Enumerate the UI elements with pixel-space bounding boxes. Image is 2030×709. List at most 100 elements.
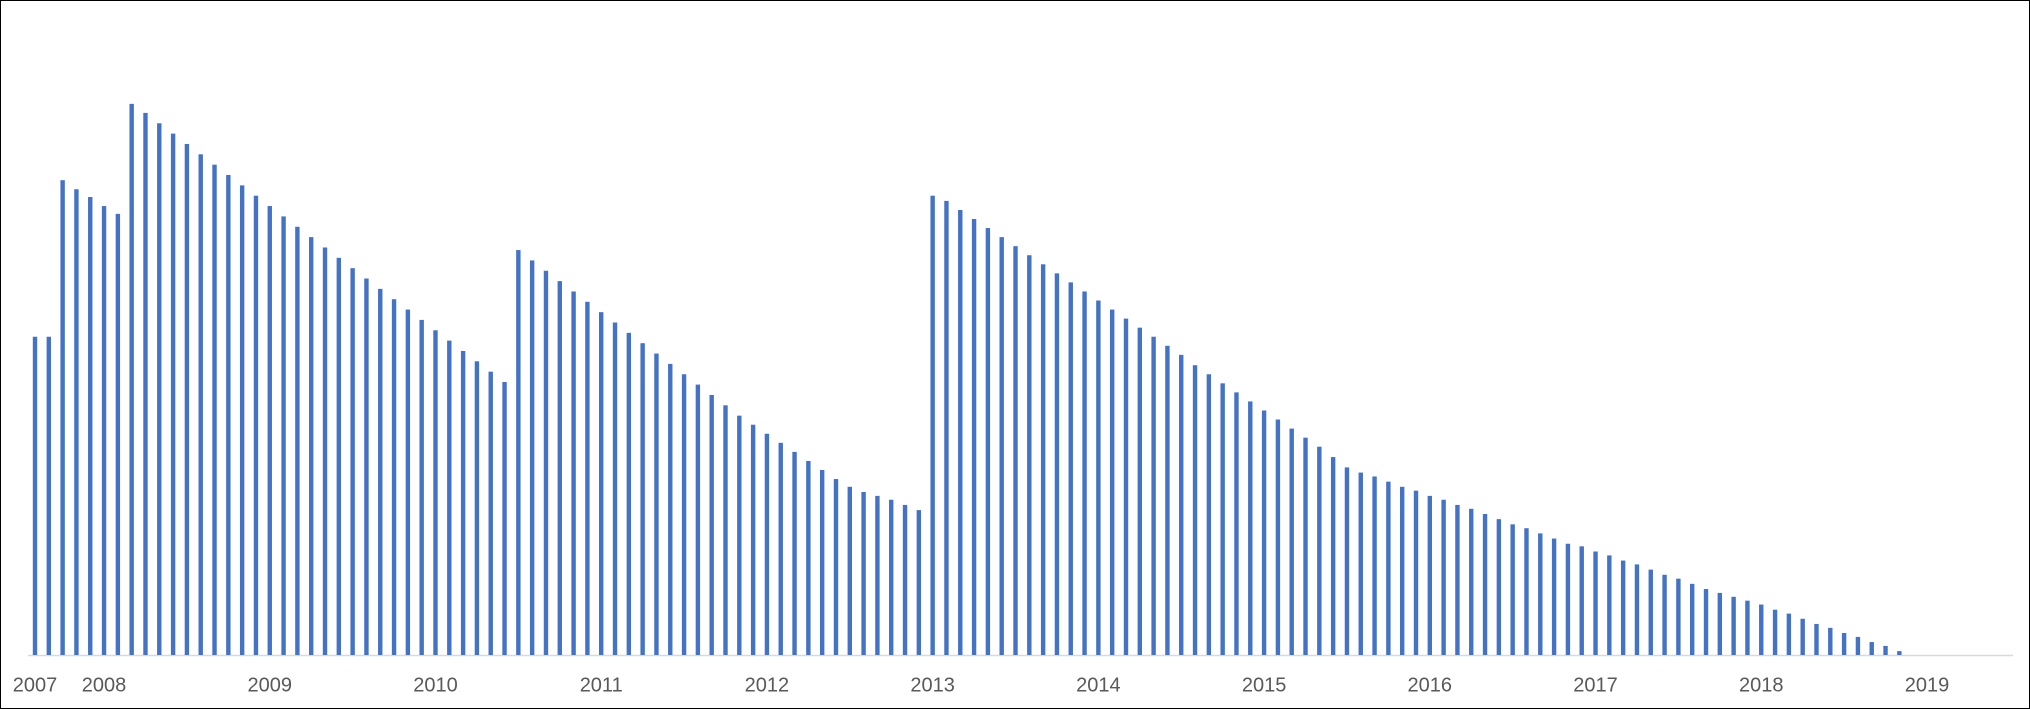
bar	[1303, 437, 1308, 655]
bar	[1551, 538, 1557, 655]
bar	[958, 209, 963, 655]
bar	[60, 180, 65, 655]
bar	[1192, 365, 1198, 655]
bar	[447, 340, 452, 655]
bar	[1206, 374, 1212, 655]
bar	[847, 486, 852, 655]
x-tick-label: 2009	[248, 674, 293, 696]
bar	[681, 374, 687, 655]
bar	[971, 219, 977, 655]
bar	[1524, 528, 1529, 655]
bar	[1317, 446, 1322, 655]
bar	[184, 143, 190, 655]
bar	[1455, 504, 1460, 655]
bar	[309, 237, 314, 655]
x-tick-label: 2018	[1739, 674, 1784, 696]
bar	[1427, 495, 1433, 655]
bar	[1399, 486, 1405, 655]
bar	[1745, 600, 1750, 655]
bar	[599, 312, 604, 655]
bar	[1828, 627, 1833, 655]
bar	[101, 206, 107, 655]
bar	[1109, 309, 1115, 655]
bar	[1220, 383, 1225, 655]
bar	[1662, 574, 1667, 655]
bar	[1027, 255, 1032, 655]
bar	[1137, 327, 1142, 655]
bar	[861, 491, 866, 655]
bar	[1358, 472, 1363, 655]
bar	[1082, 291, 1087, 655]
x-tick-label: 2011	[580, 674, 623, 696]
bar	[571, 291, 576, 655]
bar	[170, 133, 176, 655]
bar	[322, 247, 328, 655]
bar	[1772, 609, 1778, 655]
bar	[1441, 499, 1446, 655]
bar	[364, 278, 369, 655]
bar	[1620, 560, 1626, 655]
bar	[405, 309, 411, 655]
bar	[1855, 636, 1861, 655]
x-tick-label: 2012	[745, 674, 790, 696]
bar	[875, 495, 880, 655]
x-tick-label: 2007	[13, 674, 58, 696]
bar	[916, 510, 922, 655]
bar	[1869, 642, 1874, 655]
bar	[1634, 564, 1640, 655]
bar	[1040, 264, 1046, 655]
bar	[1883, 645, 1888, 655]
bar	[1717, 592, 1723, 655]
bar	[1841, 633, 1847, 655]
x-tick-label: 2010	[413, 674, 458, 696]
bar	[833, 479, 839, 655]
bar	[1786, 613, 1792, 655]
bar	[488, 371, 493, 655]
bar	[1579, 546, 1584, 655]
bar	[668, 363, 673, 655]
bar	[709, 394, 714, 655]
bar	[1413, 490, 1419, 655]
bar	[1344, 467, 1350, 655]
bar	[806, 460, 811, 655]
bar	[336, 257, 342, 655]
bar	[115, 213, 121, 656]
bar	[889, 499, 894, 655]
x-tick-label: 2019	[1905, 674, 1950, 696]
bar	[198, 154, 203, 655]
bar	[985, 228, 991, 655]
bar	[999, 237, 1004, 655]
bar	[529, 260, 535, 655]
x-tick-label: 2017	[1573, 674, 1618, 696]
bar	[1703, 589, 1709, 655]
bar	[1759, 604, 1764, 655]
bar	[1248, 401, 1253, 655]
bar	[516, 250, 521, 655]
bar	[612, 322, 618, 655]
bar	[378, 288, 383, 655]
bar	[32, 336, 38, 655]
bar	[1565, 543, 1571, 655]
bar	[460, 350, 466, 655]
bar	[350, 268, 355, 655]
bar	[1289, 428, 1294, 655]
bar	[640, 343, 645, 655]
bar	[143, 112, 148, 655]
bar	[1261, 410, 1267, 655]
bar	[1897, 651, 1902, 655]
bar	[1814, 623, 1819, 655]
bar	[1123, 318, 1129, 655]
bar	[419, 319, 424, 655]
bar	[1151, 336, 1156, 655]
bar	[1386, 481, 1391, 655]
bar	[1538, 533, 1543, 655]
bar	[902, 504, 908, 655]
bar	[239, 185, 245, 655]
bar	[1593, 551, 1598, 655]
bar	[557, 281, 562, 655]
bar	[1096, 300, 1101, 655]
bar	[1690, 583, 1695, 655]
bar	[1068, 282, 1073, 655]
bar	[295, 226, 300, 656]
